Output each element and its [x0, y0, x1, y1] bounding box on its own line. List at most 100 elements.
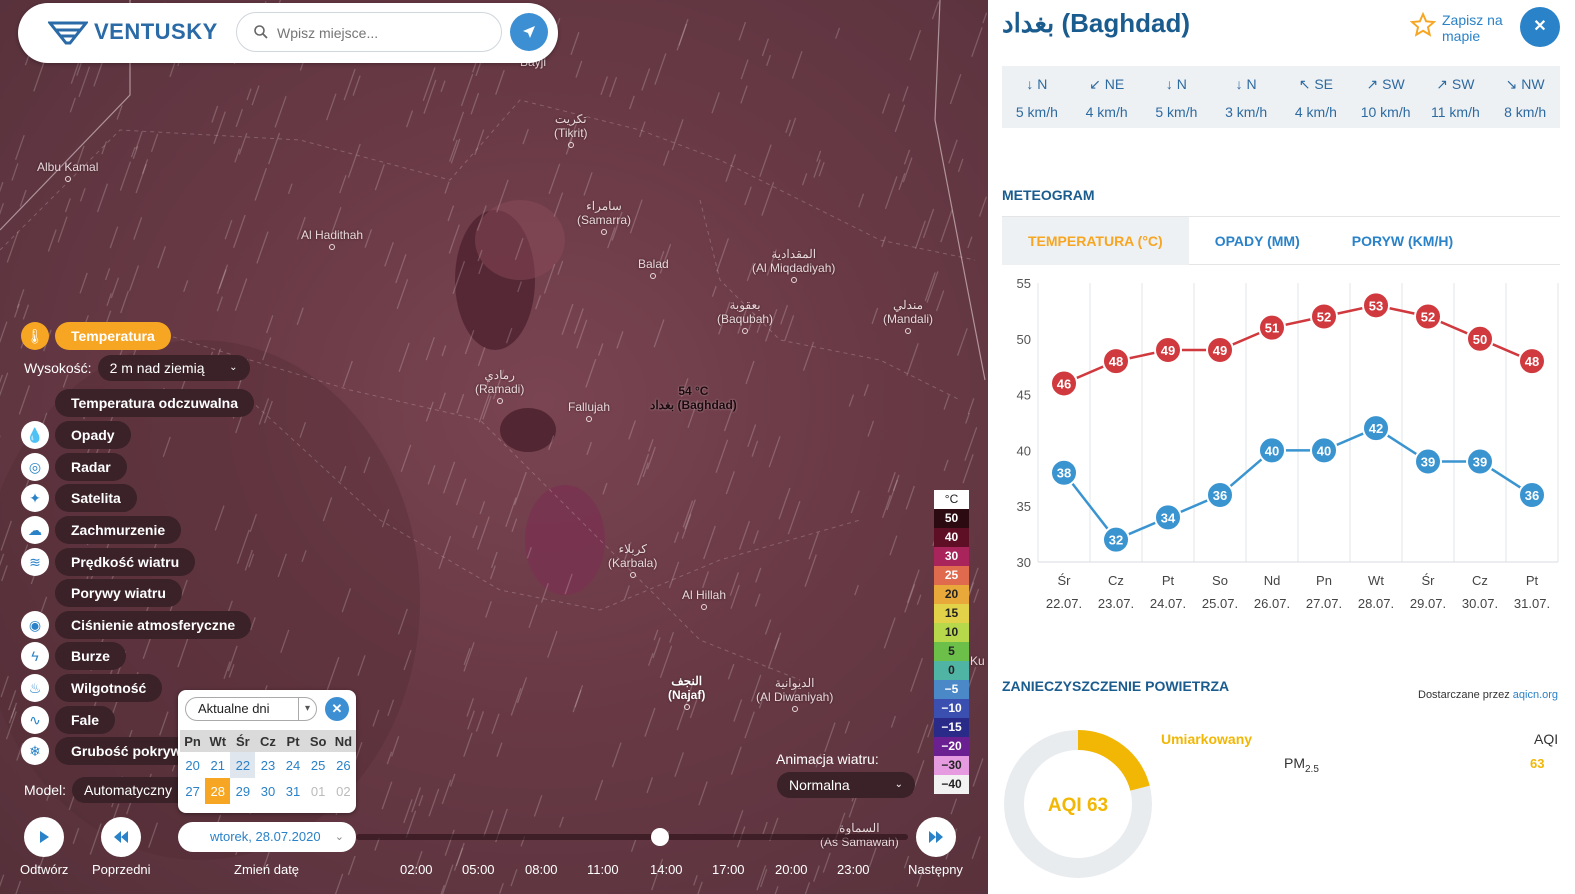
calendar-day[interactable]: 21 [210, 757, 225, 773]
meteogram-tab[interactable]: TEMPERATURA (°C) [1002, 217, 1189, 265]
data-point[interactable] [1206, 481, 1234, 510]
wind-direction: ↓ N [1211, 76, 1281, 94]
x-tick-day: So [1212, 573, 1228, 588]
data-point[interactable] [1466, 447, 1494, 476]
calendar-day[interactable]: 30 [260, 783, 276, 799]
previous-button[interactable] [101, 817, 141, 857]
wind-animation-dropdown[interactable]: Normalna ⌄ [777, 772, 915, 798]
timeline-tick[interactable]: 08:00 [525, 862, 558, 877]
change-date-label: Zmień datę [234, 862, 300, 877]
data-point[interactable] [1310, 436, 1338, 465]
x-tick-date: 26.07. [1254, 596, 1290, 611]
data-point[interactable] [1414, 447, 1442, 476]
rewind-icon [114, 831, 128, 843]
calendar-day[interactable]: 25 [310, 757, 326, 773]
close-panel-button[interactable]: ✕ [1520, 7, 1560, 47]
layer-item[interactable]: ◎ Radar [21, 453, 127, 481]
y-tick-label: 35 [1017, 499, 1031, 514]
wind-direction: ↗ SW [1351, 76, 1421, 94]
data-point[interactable] [1310, 302, 1338, 331]
data-point[interactable] [1102, 347, 1130, 376]
layer-item[interactable]: ◉ Ciśnienie atmosferyczne [21, 611, 252, 639]
weather-map[interactable]: Bayji تكريت (Tikrit) Albu Kamal سامراء (… [0, 0, 988, 894]
save-to-map-button[interactable]: Zapisz na mapie [1410, 12, 1512, 44]
layer-item[interactable]: ∿ Fale [21, 706, 116, 734]
calendar-day[interactable]: 27 [185, 783, 200, 799]
calendar-day[interactable]: 20 [185, 757, 200, 773]
wind-forecast-item: ↗ SW 10 km/h [1351, 66, 1421, 128]
layer-item[interactable]: ϟ Burze [21, 642, 126, 670]
data-label: 36 [1213, 488, 1227, 503]
layer-item[interactable]: 💧 Opady [21, 421, 131, 449]
data-point[interactable] [1518, 347, 1546, 376]
timeline-tick[interactable]: 17:00 [712, 862, 745, 877]
temperature-legend: °C 50 40 30 25 20 15 10 5 0 −5 −10 −15 −20 −30 −40 [934, 490, 969, 794]
timeline-tick[interactable]: 11:00 [587, 862, 619, 877]
locate-button[interactable] [510, 13, 548, 51]
data-point[interactable] [1050, 369, 1078, 398]
search-field[interactable] [236, 12, 502, 52]
meteogram-tab[interactable]: OPADY (MM) [1214, 233, 1300, 249]
wind-speed: 4 km/h [1085, 104, 1128, 120]
ventusky-logo[interactable]: VENTUSKY [48, 19, 218, 45]
days-range-dropdown[interactable]: Aktualne dni ▾ [185, 697, 317, 721]
data-point[interactable] [1466, 324, 1494, 353]
data-point[interactable] [1154, 503, 1182, 532]
data-point[interactable] [1258, 313, 1286, 342]
wind-arrow-icon: ↓ [1235, 76, 1243, 92]
model-dropdown[interactable]: Automatyczny [72, 777, 193, 803]
meteogram-tab[interactable]: PORYW (KM/H) [1351, 233, 1454, 249]
aqicn-link[interactable]: aqicn.org [1512, 689, 1559, 701]
timeline-tick[interactable]: 02:00 [400, 862, 433, 877]
timeline-tick[interactable]: 23:00 [837, 862, 870, 877]
legend-step: 50 [934, 509, 969, 528]
x-tick-day: Pn [1316, 573, 1332, 588]
timeline-tick[interactable]: 14:00 [650, 862, 683, 877]
x-tick-day: Śr [1058, 573, 1072, 588]
calendar-day[interactable]: 24 [285, 757, 301, 773]
data-point[interactable] [1050, 458, 1078, 487]
wind-forecast-item: ↗ SW 11 km/h [1421, 66, 1491, 128]
layer-item[interactable]: Porywy wiatru [55, 579, 182, 607]
timeline-handle[interactable] [650, 828, 669, 846]
close-calendar-button[interactable]: ✕ [325, 697, 349, 721]
calendar-day[interactable]: 22 [230, 752, 256, 778]
layer-item[interactable]: ✦ Satelita [21, 484, 137, 512]
data-point[interactable] [1362, 291, 1390, 320]
layer-item[interactable]: ☁ Zachmurzenie [21, 516, 182, 544]
data-point[interactable] [1102, 525, 1130, 554]
calendar-day[interactable]: 26 [336, 757, 351, 773]
calendar-day[interactable]: 31 [285, 783, 301, 799]
next-button[interactable] [916, 817, 956, 857]
legend-step: 10 [934, 623, 969, 642]
data-point[interactable] [1258, 436, 1286, 465]
calendar-day[interactable]: 23 [260, 757, 276, 773]
layer-item[interactable]: ≋ Prędkość wiatru [21, 548, 196, 576]
aqi-column-label: AQI [1534, 731, 1559, 747]
layer-item[interactable]: Temperatura odczuwalna [55, 389, 255, 417]
timeline-tick[interactable]: 20:00 [775, 862, 808, 877]
chevron-down-icon: ⌄ [334, 831, 344, 843]
data-point[interactable] [1362, 414, 1390, 443]
height-dropdown[interactable]: 2 m nad ziemią ⌄ [97, 355, 250, 381]
air-source-prefix: Dostarczane przez [1418, 689, 1513, 701]
legend-step: 15 [934, 604, 969, 623]
city-baghdad-marker[interactable]: 54 °C بغداد (Baghdad) [650, 384, 737, 412]
pm25-label: PM2.5 [1284, 755, 1319, 775]
date-selector[interactable]: wtorek, 28.07.2020 ⌄ [178, 822, 356, 852]
calendar-day[interactable]: 29 [235, 783, 251, 799]
data-point[interactable] [1414, 302, 1442, 331]
layer-temperature[interactable]: 🌡 Temperatura [21, 322, 171, 350]
data-point[interactable] [1154, 335, 1182, 364]
x-tick-day: Nd [1264, 573, 1281, 588]
play-button[interactable] [24, 817, 64, 857]
calendar-day[interactable]: 28 [205, 778, 231, 804]
data-point[interactable] [1518, 481, 1546, 510]
air-quality-source: Dostarczane przez aqicn.org [1418, 689, 1558, 701]
data-point[interactable] [1206, 335, 1234, 364]
pm-sub: 2.5 [1305, 763, 1319, 775]
timeline-slider[interactable] [356, 828, 908, 846]
timeline-tick[interactable]: 05:00 [462, 862, 495, 877]
search-input[interactable] [277, 22, 487, 44]
layer-item[interactable]: ♨ Wilgotność [21, 674, 163, 702]
